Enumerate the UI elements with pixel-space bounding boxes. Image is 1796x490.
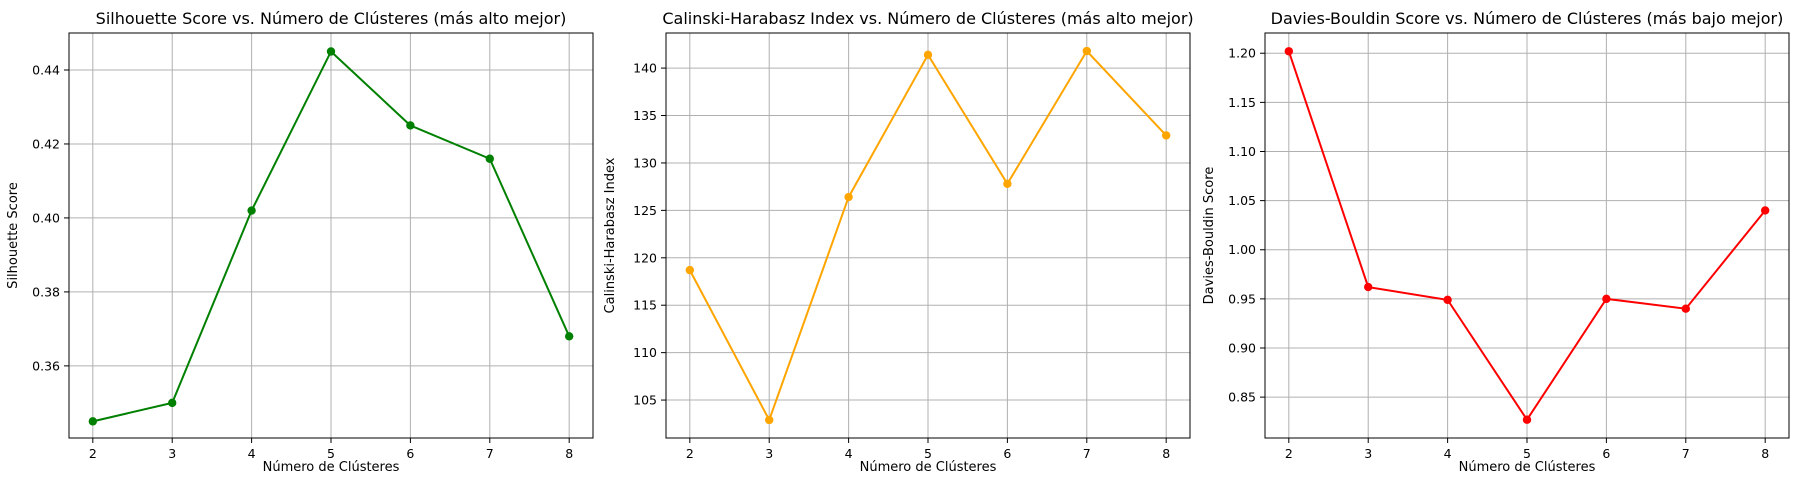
y-axis-label: Silhouette Score — [6, 182, 21, 289]
x-tick-label: 7 — [1682, 446, 1690, 461]
x-tick-label: 4 — [248, 446, 256, 461]
axes-frame — [665, 32, 1191, 439]
data-point — [485, 154, 494, 163]
data-point — [168, 398, 177, 408]
y-tick-label: 0.90 — [1228, 341, 1256, 356]
x-tick-label: 6 — [1003, 446, 1011, 461]
x-tick-label: 5 — [924, 446, 932, 461]
chart-panel-2: 2 3 4 5 6 7 8 105 110 115 120 125 130 135 140 Calinski-… — [603, 9, 1194, 475]
x-tick-label: 5 — [327, 446, 335, 461]
chart-panel-3: 2 3 4 5 6 7 8 0.85 0.90 0.95 1.00 1.05 1.10 1.15 1.20 D… — [1202, 9, 1790, 475]
data-point — [844, 192, 853, 202]
y-tick-label: 105 — [633, 393, 657, 408]
x-tick-label: 8 — [1761, 446, 1769, 461]
data-point — [1443, 295, 1452, 305]
y-tick-label: 0.42 — [32, 136, 60, 151]
x-tick-label: 5 — [1523, 446, 1531, 461]
y-tick-label: 0.85 — [1228, 390, 1256, 405]
x-axis-label: Número de Clústeres — [1459, 460, 1596, 475]
chart-panel-1: 2 3 4 5 6 7 8 0.36 0.38 0.40 0.42 0.44 Silhouette Sc… — [6, 9, 594, 475]
data-point — [1003, 179, 1012, 189]
x-tick-label: 4 — [1444, 446, 1452, 461]
data-point — [326, 47, 336, 56]
data-point — [1161, 131, 1171, 140]
y-tick-label: 1.00 — [1228, 242, 1256, 257]
y-tick-label: 115 — [633, 298, 657, 313]
y-tick-label: 1.15 — [1228, 95, 1256, 110]
data-point — [1082, 46, 1091, 56]
data-point — [1681, 304, 1690, 313]
y-tick-label: 140 — [633, 61, 657, 76]
x-tick-label: 2 — [1285, 446, 1293, 461]
x-tick-label: 6 — [1602, 446, 1610, 461]
y-tick-label: 1.20 — [1228, 46, 1256, 61]
y-tick-label: 0.36 — [32, 358, 60, 373]
y-tick-label: 125 — [633, 203, 657, 218]
data-point — [1602, 294, 1611, 304]
data-point — [1364, 282, 1373, 292]
chart-title: Calinski-Harabasz Index vs. Número de Cl… — [662, 9, 1193, 28]
x-tick-label: 3 — [168, 446, 176, 461]
data-point — [564, 332, 574, 341]
y-tick-label: 120 — [633, 250, 657, 265]
data-point — [1760, 206, 1770, 215]
x-tick-label: 7 — [1083, 446, 1091, 461]
x-axis-label: Número de Clústeres — [263, 460, 400, 475]
x-axis-label: Número de Clústeres — [860, 460, 997, 475]
data-point — [1284, 47, 1294, 56]
chart-title: Davies-Bouldin Score vs. Número de Clúst… — [1271, 9, 1784, 28]
y-tick-label: 1.10 — [1228, 144, 1256, 159]
y-tick-label: 0.95 — [1228, 291, 1256, 306]
data-point — [88, 417, 98, 426]
y-tick-label: 1.05 — [1228, 193, 1256, 208]
x-tick-label: 3 — [1364, 446, 1372, 461]
y-tick-label: 0.44 — [32, 62, 60, 77]
axes-frame — [1264, 32, 1790, 439]
y-tick-label: 135 — [633, 108, 657, 123]
axes-frame — [68, 32, 594, 439]
data-point — [1522, 415, 1532, 424]
y-tick-label: 0.40 — [32, 210, 60, 225]
x-tick-label: 8 — [1162, 446, 1170, 461]
data-point — [765, 415, 774, 425]
data-point — [247, 206, 256, 215]
data-point — [406, 121, 415, 130]
y-tick-label: 0.38 — [32, 284, 60, 299]
data-point — [685, 265, 695, 275]
x-tick-label: 7 — [486, 446, 494, 461]
y-axis-label: Davies-Bouldin Score — [1202, 167, 1217, 305]
x-tick-label: 4 — [845, 446, 853, 461]
y-tick-label: 130 — [633, 155, 657, 170]
chart-title: Silhouette Score vs. Número de Clústeres… — [96, 9, 567, 28]
x-tick-label: 6 — [406, 446, 414, 461]
x-tick-label: 3 — [765, 446, 773, 461]
y-axis-label: Calinski-Harabasz Index — [603, 157, 618, 313]
x-tick-label: 2 — [89, 446, 97, 461]
y-tick-label: 110 — [633, 345, 657, 360]
data-point — [923, 50, 933, 60]
x-tick-label: 2 — [686, 446, 694, 461]
x-tick-label: 8 — [565, 446, 573, 461]
